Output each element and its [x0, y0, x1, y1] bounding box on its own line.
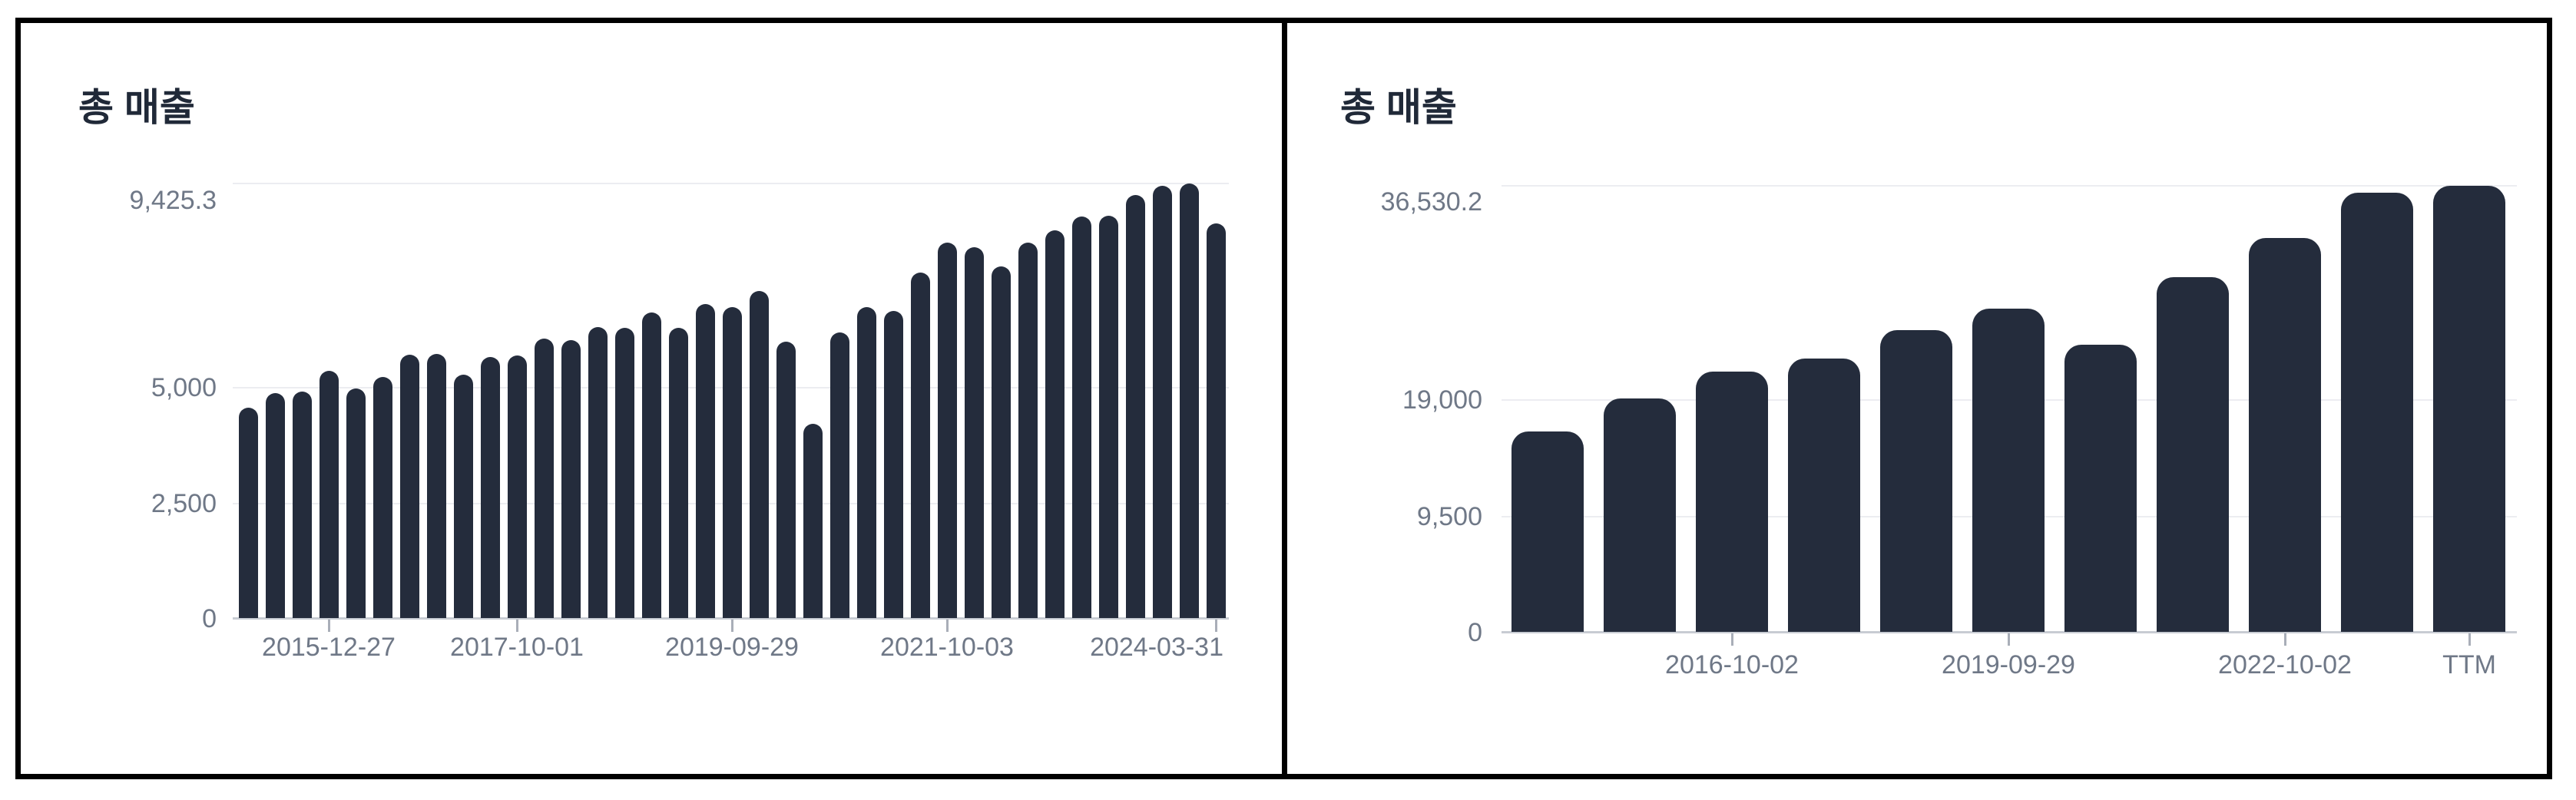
- bar[interactable]: [964, 246, 984, 618]
- bar[interactable]: [856, 306, 876, 618]
- x-tick-mark: [730, 620, 733, 632]
- bar[interactable]: [426, 354, 446, 618]
- bar[interactable]: [937, 242, 957, 618]
- bar[interactable]: [1206, 223, 1226, 618]
- bar[interactable]: [749, 291, 769, 618]
- bar[interactable]: [1071, 216, 1091, 618]
- y-axis-label: 0: [1468, 618, 1482, 647]
- panel-divider: [1282, 18, 1287, 779]
- x-axis-label: 2017-10-01: [450, 633, 584, 662]
- bar[interactable]: [614, 327, 634, 618]
- bar[interactable]: [910, 272, 930, 618]
- bar[interactable]: [1045, 230, 1065, 618]
- bar[interactable]: [883, 310, 903, 618]
- bar[interactable]: [991, 266, 1011, 618]
- x-tick-mark: [515, 620, 518, 632]
- bar[interactable]: [453, 374, 473, 618]
- bar[interactable]: [1098, 216, 1118, 618]
- bar[interactable]: [1018, 242, 1038, 618]
- bar[interactable]: [2433, 186, 2505, 632]
- x-axis-label: 2019-09-29: [665, 633, 799, 662]
- y-axis-label: 19,000: [1402, 385, 1482, 415]
- x-tick-mark: [1214, 620, 1217, 632]
- x-axis-label: 2016-10-02: [1665, 650, 1799, 679]
- bar[interactable]: [695, 303, 715, 618]
- bar[interactable]: [292, 392, 312, 618]
- x-axis-label: 2021-10-03: [880, 633, 1014, 662]
- y-axis-label: 9,500: [1416, 501, 1482, 531]
- bar[interactable]: [1125, 195, 1145, 618]
- bar[interactable]: [588, 327, 608, 618]
- bar[interactable]: [1788, 359, 1860, 632]
- bar[interactable]: [1604, 398, 1676, 632]
- bar[interactable]: [1511, 431, 1584, 632]
- y-axis-label: 36,530.2: [1380, 187, 1482, 217]
- x-tick-mark: [2007, 633, 2010, 646]
- x-tick-mark: [2468, 633, 2471, 646]
- bar[interactable]: [1152, 186, 1172, 618]
- x-axis-label: TTM: [2442, 650, 2496, 679]
- bar[interactable]: [668, 327, 688, 618]
- bar[interactable]: [399, 355, 419, 618]
- bar[interactable]: [1179, 183, 1199, 618]
- y-axis-label: 9,425.3: [129, 186, 217, 215]
- bar[interactable]: [803, 424, 823, 618]
- x-axis-label: 2022-10-02: [2218, 650, 2352, 679]
- bar[interactable]: [1972, 308, 2045, 632]
- y-axis-label: 2,500: [151, 488, 217, 518]
- x-axis-label: 2024-03-31: [1090, 633, 1223, 662]
- gridline: [1502, 185, 2517, 187]
- x-axis-line: [1502, 631, 2517, 633]
- x-axis-label: 2015-12-27: [262, 633, 396, 662]
- bar[interactable]: [265, 393, 285, 618]
- bar[interactable]: [2341, 192, 2413, 632]
- y-axis-label: 5,000: [151, 373, 217, 403]
- bar[interactable]: [2064, 345, 2137, 632]
- chart-title-annual-revenue: 총 매출: [1340, 86, 1457, 129]
- bar[interactable]: [561, 340, 581, 618]
- x-tick-mark: [1730, 633, 1733, 646]
- bar[interactable]: [776, 342, 796, 618]
- chart-title-quarterly-revenue: 총 매출: [78, 86, 195, 129]
- bar[interactable]: [319, 370, 339, 618]
- bar[interactable]: [346, 388, 366, 618]
- bar[interactable]: [372, 376, 392, 618]
- x-axis-label: 2019-09-29: [1942, 650, 2075, 679]
- x-tick-mark: [945, 620, 949, 632]
- x-axis-line: [233, 617, 1229, 620]
- bar[interactable]: [1880, 330, 1952, 632]
- bar[interactable]: [2249, 238, 2321, 632]
- bar[interactable]: [829, 332, 849, 618]
- bar[interactable]: [534, 338, 554, 618]
- x-tick-mark: [327, 620, 330, 632]
- bar[interactable]: [507, 355, 527, 618]
- x-tick-mark: [2283, 633, 2286, 646]
- bar[interactable]: [722, 307, 742, 618]
- gridline: [233, 183, 1229, 184]
- bar[interactable]: [238, 408, 258, 618]
- bar[interactable]: [2157, 277, 2229, 632]
- y-axis-label: 0: [202, 604, 217, 633]
- bar[interactable]: [480, 357, 500, 618]
- bar[interactable]: [1696, 372, 1768, 632]
- bar[interactable]: [641, 312, 661, 618]
